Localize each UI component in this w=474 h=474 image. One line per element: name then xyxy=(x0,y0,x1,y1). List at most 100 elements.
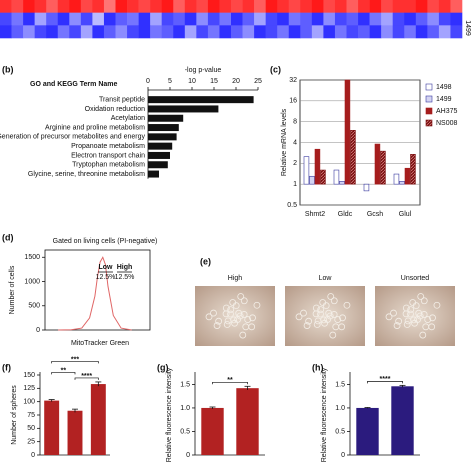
category-label: Transit peptide xyxy=(99,96,145,103)
heatmap-cell xyxy=(219,25,232,39)
y-tick-label: 500 xyxy=(28,303,40,310)
sphere xyxy=(249,314,256,322)
sphere xyxy=(325,309,333,317)
heatmap-cell xyxy=(196,0,209,13)
sphere xyxy=(393,322,401,329)
x-tick-label: 5 xyxy=(168,78,172,85)
heatmap-cell xyxy=(80,0,93,13)
legend-swatch xyxy=(425,95,433,103)
bar xyxy=(393,173,400,185)
sphere xyxy=(317,310,324,318)
heatmap-cell xyxy=(242,0,255,13)
heatmap-cell xyxy=(150,12,162,26)
bar xyxy=(201,407,224,455)
panel-label: (g) xyxy=(157,362,169,372)
heatmap-cell xyxy=(288,0,301,13)
heatmap-cell xyxy=(161,12,174,26)
y-tick-label: 25 xyxy=(27,439,35,446)
heatmap-cell xyxy=(207,12,220,26)
y-tick-label: 0.5 xyxy=(180,428,190,435)
heatmap-cell xyxy=(103,12,116,26)
sphere xyxy=(303,322,311,329)
sphere xyxy=(227,310,234,318)
x-tick-label: Gcsh xyxy=(367,211,383,218)
significance-bracket xyxy=(212,381,248,385)
heatmap-cell xyxy=(242,25,255,39)
sphere xyxy=(429,314,436,322)
y-tick-label: 0 xyxy=(341,452,345,459)
bar xyxy=(148,133,177,141)
sphere xyxy=(419,331,427,339)
y-tick-label: 0 xyxy=(36,327,40,334)
bar xyxy=(344,79,351,185)
significance-bracket xyxy=(74,377,99,380)
axis-title: Number of cells xyxy=(9,265,16,314)
sphere xyxy=(248,323,256,331)
x-tick-label: 15 xyxy=(210,78,218,85)
legend-label: 1499 xyxy=(436,96,452,103)
sphere xyxy=(210,309,217,317)
sphere xyxy=(229,299,237,306)
heatmap-cell xyxy=(300,12,313,26)
sphere xyxy=(215,317,223,325)
sphere xyxy=(312,310,320,318)
sphere xyxy=(300,309,307,317)
sphere xyxy=(330,297,338,305)
sphere xyxy=(343,301,351,309)
micrograph xyxy=(195,286,275,346)
gate-percent: 12.5% xyxy=(96,274,116,281)
plot-title: Gated on living cells (PI-negative) xyxy=(53,238,158,245)
heatmap-cell xyxy=(404,25,417,39)
panel-label: (c) xyxy=(270,64,281,74)
heatmap-cell xyxy=(173,12,186,26)
category-label: Arginine and proline metabolism xyxy=(45,124,145,131)
sphere xyxy=(407,306,415,314)
heatmap-cell xyxy=(265,12,278,26)
heatmap-cell xyxy=(46,25,59,39)
sphere xyxy=(253,301,261,309)
heatmap-cell xyxy=(0,12,12,26)
sphere xyxy=(420,297,428,305)
bar xyxy=(67,410,83,455)
heatmap-cell xyxy=(404,12,417,26)
heatmap-cell xyxy=(265,0,278,13)
axis-title: -log p-value xyxy=(185,67,222,74)
heatmap-cell xyxy=(184,12,197,26)
sphere xyxy=(428,323,436,331)
heatmap-cell xyxy=(450,12,463,26)
heatmap-cell xyxy=(138,25,151,39)
bar xyxy=(350,130,356,185)
sphere xyxy=(295,313,303,321)
heatmap-cell xyxy=(323,25,336,39)
bar xyxy=(44,400,60,455)
heatmap-cell xyxy=(369,12,382,26)
heatmap-cell xyxy=(127,0,139,13)
bar xyxy=(363,183,370,192)
micrograph xyxy=(375,286,455,346)
bar xyxy=(314,148,321,185)
heatmap-cell xyxy=(0,25,12,39)
image-label: Low xyxy=(319,275,333,282)
sphere xyxy=(415,309,423,317)
legend-swatch xyxy=(425,107,433,115)
category-label: Acetylation xyxy=(111,115,145,122)
heatmap-cell xyxy=(392,25,405,39)
heatmap-cell xyxy=(415,25,428,39)
plot-frame xyxy=(44,249,151,331)
sphere xyxy=(414,316,421,323)
heatmap-cell xyxy=(404,0,417,13)
y-tick-label: 8 xyxy=(293,119,297,126)
sphere xyxy=(319,299,327,306)
heatmap-cell xyxy=(346,25,359,39)
heatmap-cell xyxy=(161,25,174,39)
heatmap-cell xyxy=(184,0,197,13)
gate-label: High xyxy=(117,264,133,271)
bar xyxy=(303,156,310,185)
sphere xyxy=(313,321,321,328)
y-tick-label: 32 xyxy=(289,77,297,84)
heatmap-cell xyxy=(69,0,82,13)
bar xyxy=(339,181,345,185)
significance-bracket xyxy=(51,361,99,364)
heatmap-cell xyxy=(334,25,347,39)
